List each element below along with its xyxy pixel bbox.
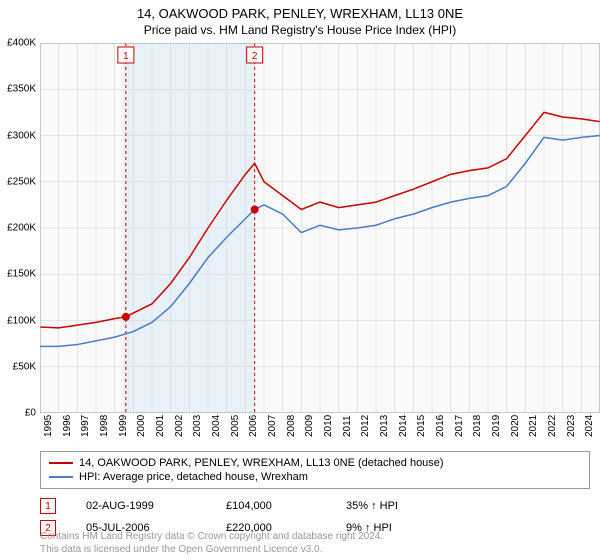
- event-price: £104,000: [226, 500, 316, 512]
- chart-area: £0£50K£100K£150K£200K£250K£300K£350K£400…: [40, 43, 600, 413]
- legend-swatch: [49, 476, 73, 478]
- chart-title: 14, OAKWOOD PARK, PENLEY, WREXHAM, LL13 …: [0, 0, 600, 23]
- x-axis-labels: 1995199619971998199920002001200220032004…: [40, 413, 600, 443]
- plot-svg: 12: [40, 43, 600, 413]
- event-delta: 35% ↑ HPI: [346, 500, 398, 512]
- footer-line: Contains HM Land Registry data © Crown c…: [40, 530, 590, 543]
- event-row: 1 02-AUG-1999 £104,000 35% ↑ HPI: [40, 495, 590, 517]
- footer-line: This data is licensed under the Open Gov…: [40, 543, 590, 556]
- y-axis-labels: £0£50K£100K£150K£200K£250K£300K£350K£400…: [0, 43, 38, 413]
- legend-box: 14, OAKWOOD PARK, PENLEY, WREXHAM, LL13 …: [40, 451, 590, 489]
- svg-text:2: 2: [252, 51, 258, 62]
- event-badge: 1: [40, 498, 56, 514]
- chart-subtitle: Price paid vs. HM Land Registry's House …: [0, 23, 600, 43]
- legend-label: HPI: Average price, detached house, Wrex…: [79, 471, 308, 483]
- legend-label: 14, OAKWOOD PARK, PENLEY, WREXHAM, LL13 …: [79, 457, 444, 469]
- legend-row: HPI: Average price, detached house, Wrex…: [49, 470, 581, 484]
- legend-swatch: [49, 462, 73, 464]
- legend-row: 14, OAKWOOD PARK, PENLEY, WREXHAM, LL13 …: [49, 456, 581, 470]
- svg-text:1: 1: [123, 51, 129, 62]
- event-date: 02-AUG-1999: [86, 500, 196, 512]
- footer: Contains HM Land Registry data © Crown c…: [40, 530, 590, 556]
